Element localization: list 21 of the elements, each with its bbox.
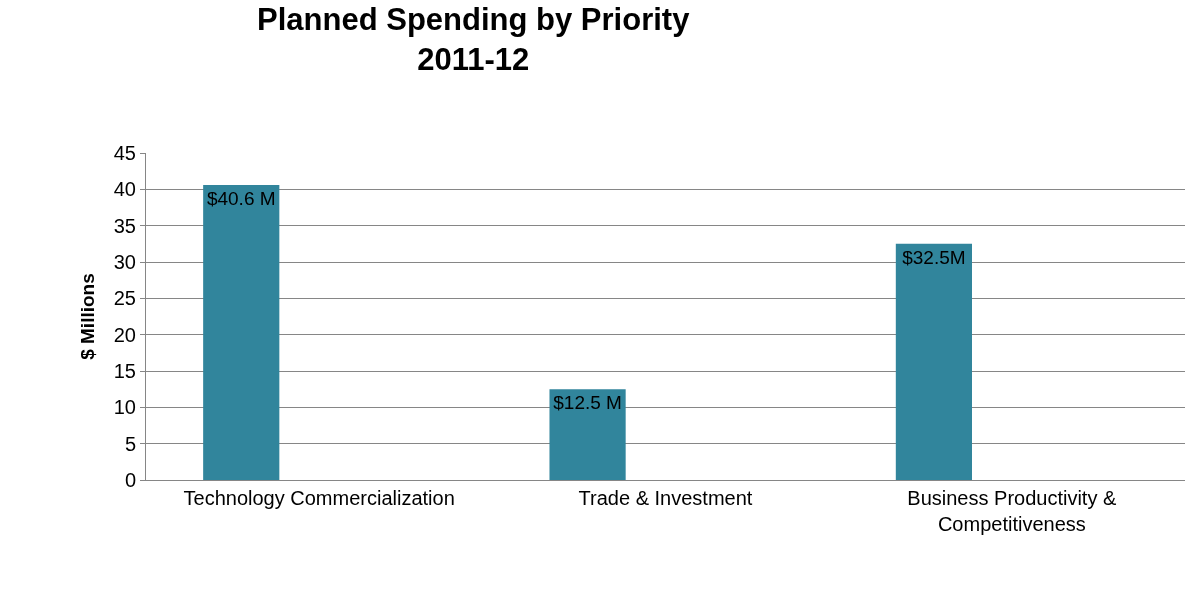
y-tick-label: 40 — [113, 178, 136, 201]
data-label: $12.5 M — [553, 392, 622, 414]
y-tick-label: 30 — [113, 251, 136, 273]
bar — [549, 389, 626, 480]
x-tick-label: Business Productivity & Competitiveness — [907, 487, 1117, 535]
y-tick-label: 20 — [113, 323, 136, 346]
data-label: $40.6 M — [206, 187, 276, 209]
chart-title: Planned Spending by Priority 2011-12 — [257, 1, 691, 77]
y-axis-title: $ Millions — [76, 273, 98, 360]
x-tick-label: Technology Commercialization — [183, 487, 455, 509]
bar — [203, 184, 280, 480]
x-tick-label: Trade & Investment — [578, 487, 753, 509]
y-tick-label: 45 — [113, 142, 136, 164]
y-tick-label: 35 — [113, 214, 136, 237]
data-label: $32.5M — [902, 246, 966, 268]
y-tick-label: 25 — [113, 287, 136, 310]
y-tick-label: 0 — [124, 469, 136, 491]
y-tick-label: 15 — [113, 360, 136, 382]
y-tick-label: 5 — [124, 432, 136, 455]
y-tick-label: 10 — [113, 396, 136, 419]
bar — [895, 243, 972, 480]
